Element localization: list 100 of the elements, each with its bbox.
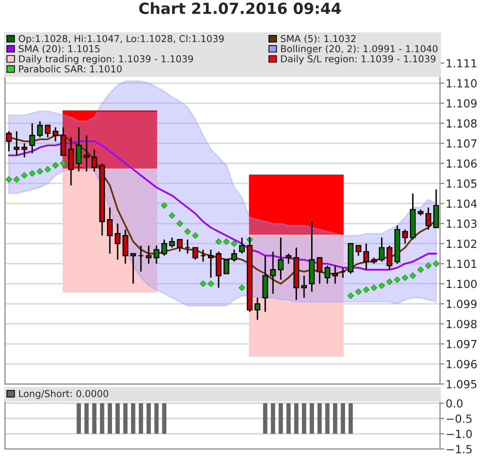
candlestick [324, 264, 330, 284]
candlestick [356, 244, 362, 256]
y-tick-label: 1.106 [446, 159, 477, 168]
point [13, 176, 20, 183]
candlestick [200, 248, 206, 262]
point [184, 228, 191, 235]
candlestick [363, 242, 370, 270]
point [200, 280, 206, 287]
candlestick [301, 275, 307, 298]
candlestick [60, 126, 66, 156]
point [230, 240, 238, 247]
y-tick-label: 1.102 [446, 240, 476, 248]
candlestick [146, 244, 152, 264]
candlestick [378, 236, 385, 262]
y-tick-label: 1.101 [446, 260, 476, 268]
legend-label: Daily S/L region: 1.1039 - 1.1039 [281, 55, 436, 64]
point [208, 280, 214, 287]
legend-label: Long/Short: 0.0000 [19, 390, 108, 400]
point [192, 232, 199, 239]
point [28, 170, 36, 177]
y-tick-label: 1.104 [446, 199, 477, 208]
point [425, 262, 432, 269]
point [176, 220, 184, 227]
candlestick [114, 222, 121, 260]
y-tick-label: 0.0 [446, 399, 463, 408]
legend-label: SMA (5): 1.1032 [280, 34, 356, 44]
chart-title: Chart 21.07.2016 09:44 [139, 2, 341, 14]
candlestick [154, 244, 160, 264]
candlestick [52, 126, 58, 142]
point [168, 212, 176, 219]
candlestick [216, 250, 222, 288]
candlestick [402, 228, 408, 244]
candlestick [22, 142, 28, 158]
candlestick [176, 238, 183, 252]
candlestick [6, 130, 12, 152]
candlestick [76, 126, 82, 172]
candlestick [192, 246, 198, 260]
point [44, 166, 51, 173]
y-tick-label: 1.103 [446, 220, 476, 228]
y-tick-label: −1.0 [446, 430, 472, 438]
point [432, 260, 440, 267]
legend-label: Parabolic SAR: 1.1010 [19, 65, 122, 72]
candlestick [161, 238, 168, 256]
legend-label: Daily trading region: 1.1039 - 1.1039 [19, 55, 193, 64]
candlestick [169, 236, 175, 248]
point [60, 160, 66, 167]
candlestick [130, 252, 136, 284]
candlestick [106, 206, 113, 254]
y-tick-label: 1.111 [446, 59, 476, 68]
candlestick [208, 248, 214, 278]
point [394, 276, 401, 283]
y-tick-label: 1.100 [446, 280, 477, 288]
candlestick [122, 228, 128, 264]
candlestick [68, 136, 74, 186]
y-tick-label: 1.097 [446, 340, 476, 348]
y-tick-label: 1.105 [446, 179, 476, 188]
point [362, 286, 370, 293]
y-tick-label: 1.099 [446, 300, 477, 308]
point [402, 274, 408, 281]
candlestick [254, 297, 260, 321]
legend-label: Op:1.1028, Hi:1.1047, Lo:1.1028, Cl:1.1039 [18, 34, 224, 44]
candlestick [44, 124, 51, 138]
candlestick [316, 256, 322, 284]
candlestick [433, 188, 440, 228]
legend-label: Bollinger (20, 2): 1.0991 - 1.1040 [281, 44, 438, 54]
candlestick [340, 266, 346, 278]
candlestick [138, 244, 144, 272]
point [52, 162, 59, 169]
point [417, 266, 424, 273]
y-tick-label: 1.109 [446, 99, 477, 108]
candlestick [91, 148, 98, 172]
candlestick [224, 259, 230, 274]
candlestick [278, 236, 284, 280]
point [378, 282, 385, 289]
candlestick [184, 238, 190, 254]
candlestick [262, 254, 268, 312]
point [223, 238, 230, 245]
point [386, 278, 393, 285]
candlestick [425, 206, 432, 230]
candlestick [37, 120, 43, 138]
point [347, 292, 354, 299]
y-tick-label: 1.096 [446, 360, 477, 368]
point [215, 238, 222, 245]
y-tick-label: 1.098 [446, 320, 477, 328]
candlestick [14, 130, 20, 156]
legend-label: SMA (20): 1.1015 [18, 44, 100, 54]
point [410, 272, 416, 279]
point [238, 284, 246, 291]
candlestick [231, 248, 238, 262]
point [370, 284, 378, 291]
candlestick [84, 134, 90, 172]
y-tick-label: 1.110 [446, 79, 477, 88]
candlestick [270, 250, 276, 294]
point [161, 202, 168, 209]
point [21, 172, 28, 179]
point [355, 288, 362, 295]
y-tick-label: 1.107 [446, 139, 476, 148]
y-tick-label: −0.5 [446, 414, 472, 423]
candlestick [29, 122, 36, 154]
y-tick-label: 1.095 [446, 380, 476, 388]
